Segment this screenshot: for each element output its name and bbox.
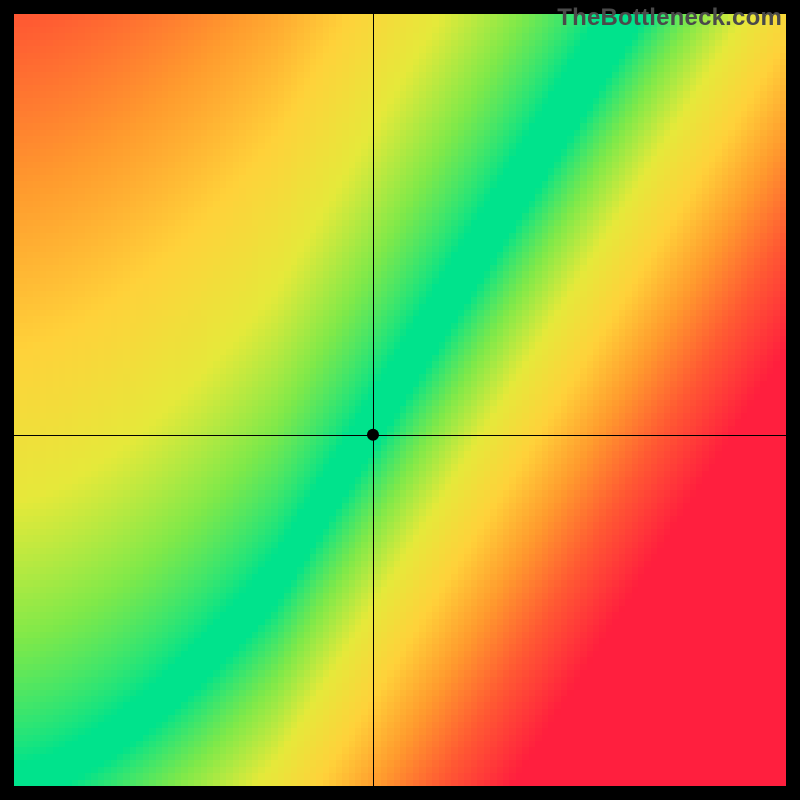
chart-container: TheBottleneck.com	[0, 0, 800, 800]
watermark-label: TheBottleneck.com	[557, 4, 782, 32]
heatmap-canvas	[0, 0, 800, 800]
